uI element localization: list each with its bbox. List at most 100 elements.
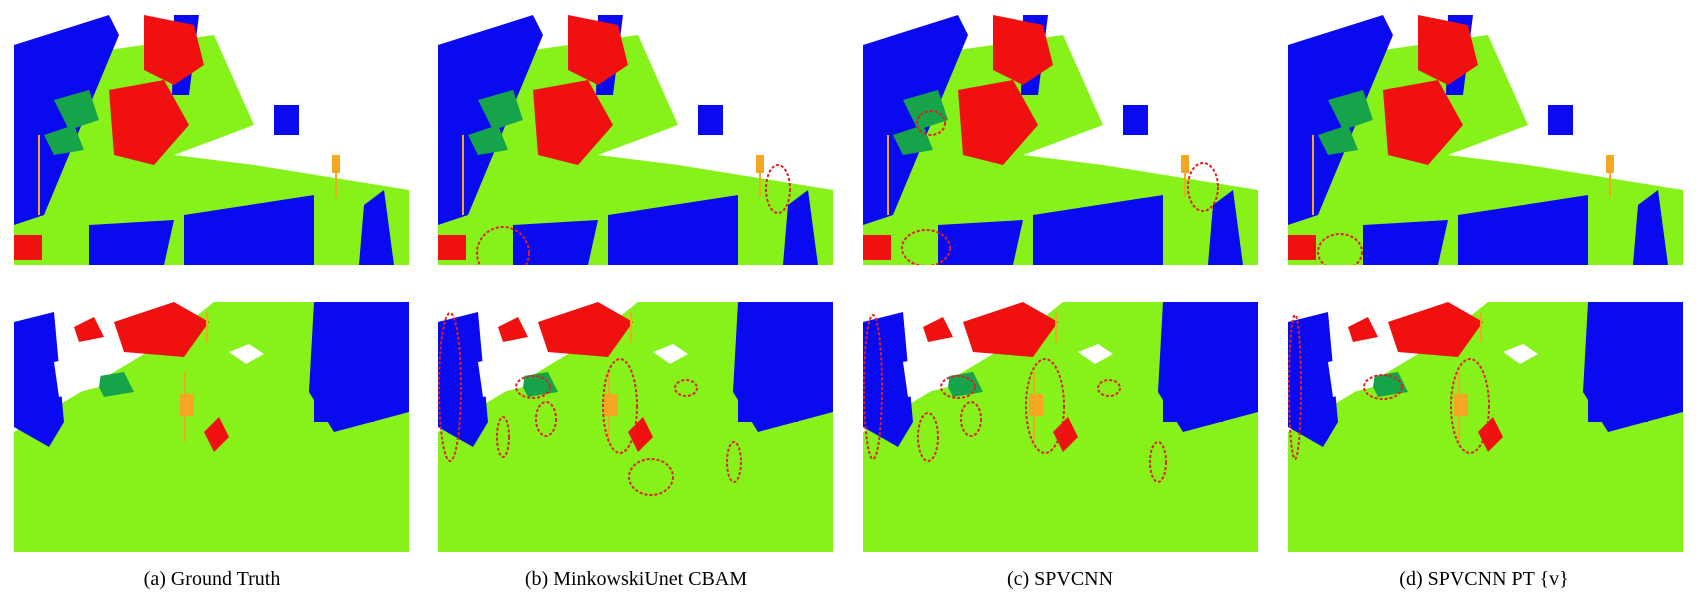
car [893,125,933,155]
car [1318,125,1358,155]
error-circle [628,458,674,496]
car [903,90,948,130]
building-bottom [608,195,738,265]
car [94,372,134,397]
error-circle [917,412,939,462]
traffic-sign [756,155,764,173]
caption-ground-truth: (a) Ground Truth [143,568,281,590]
traffic-sign [1029,394,1043,416]
error-circle [916,110,946,136]
car [943,372,983,397]
traffic-sign [180,394,194,416]
building-fragment [698,105,723,135]
clearing [653,344,688,364]
building-fragment [1123,105,1148,135]
scene-top-spvcnn-pt [1288,15,1683,265]
clearing [54,352,104,397]
error-circle [496,416,510,458]
error-circle [1288,314,1302,460]
car [518,372,558,397]
clearing [229,344,264,364]
traffic-sign [604,394,618,416]
error-circle [1025,358,1065,454]
row1-panel-minkowski-cbam [438,15,833,265]
building-bottom-left [1363,220,1448,265]
building-bottom-left [938,220,1023,265]
traffic-sign [1454,394,1468,416]
scene-top-spvcnn [863,15,1258,265]
caption-spvcnn-pt: (d) SPVCNN PT {v} [1399,568,1569,590]
building-fragment [1548,105,1573,135]
scene-bottom-spvcnn-pt [1288,302,1683,552]
vegetation-small [628,417,653,452]
building-bottom [1033,195,1163,265]
vegetation [498,317,528,342]
tree [1388,302,1483,357]
row1-panel-spvcnn-pt [1288,15,1683,265]
vegetation-corner [438,235,466,260]
error-circle [1363,374,1403,400]
scene-top-ground-truth [14,15,409,265]
tree-top [993,15,1053,85]
building-left [438,312,488,447]
vegetation-corner [863,235,891,260]
scene-bottom-ground-truth [14,302,409,552]
row1-panel-spvcnn [863,15,1258,265]
building-bottom [184,195,314,265]
error-circle [940,375,976,399]
error-circle [438,312,462,462]
clearing [1328,352,1378,397]
car [54,90,99,130]
vegetation-small [204,417,229,452]
building-right [1633,190,1668,265]
error-circle [602,358,638,454]
vegetation [74,317,104,342]
error-circle [1187,162,1219,212]
scene-top-minkowski-cbam [438,15,833,265]
car [468,125,508,155]
row2-panel-spvcnn [863,302,1258,552]
tree [114,302,209,357]
vegetation [923,317,953,342]
vegetation [1348,317,1378,342]
car [44,125,84,155]
row1-panel-ground-truth [14,15,409,265]
vegetation-corner [1288,235,1316,260]
building-bottom-left [89,220,174,265]
row2-panel-ground-truth [14,302,409,552]
building-facade [1163,362,1223,422]
building-fragment [274,105,299,135]
tree-top [1418,15,1478,85]
building-left [14,312,64,447]
building-bottom [1458,195,1588,265]
scene-bottom-spvcnn [863,302,1258,552]
tree-top [144,15,204,85]
building-right [359,190,394,265]
vegetation-small [1478,417,1503,452]
error-circle [1097,379,1121,397]
tree-middle [109,80,189,165]
building-facade [1588,362,1648,422]
tree-middle [1383,80,1463,165]
tree [963,302,1058,357]
error-circle [901,229,951,265]
error-circle [765,164,791,214]
error-circle [1317,233,1363,265]
building-facade [314,362,374,422]
car [478,90,523,130]
error-circle [476,226,530,265]
car [1368,372,1408,397]
car [1328,90,1373,130]
clearing [1078,344,1113,364]
tree-middle [533,80,613,165]
traffic-sign [1606,155,1614,173]
building-left [863,312,913,447]
error-circle [863,314,883,460]
traffic-sign [1181,155,1189,173]
error-circle [515,375,551,399]
building-facade [738,362,798,422]
vegetation-small [1053,417,1078,452]
row2-panel-minkowski-cbam [438,302,833,552]
tree-top [568,15,628,85]
